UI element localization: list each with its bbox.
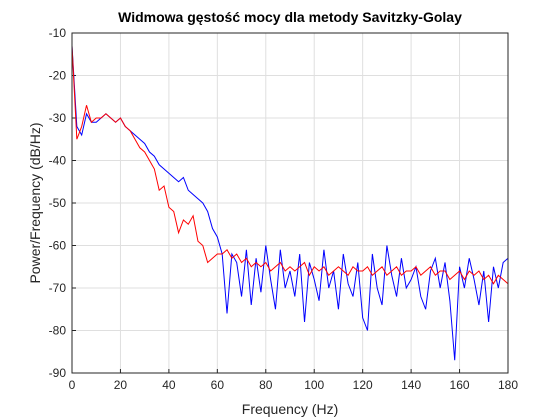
y-tick-label: -80	[49, 324, 67, 338]
y-tick-label: -90	[49, 366, 67, 380]
x-tick-label: 120	[353, 378, 373, 392]
axes-box	[71, 32, 509, 374]
x-tick-label: 140	[401, 378, 421, 392]
x-tick-label: 40	[162, 378, 176, 392]
x-tick-label: 80	[259, 378, 273, 392]
x-tick-label: 60	[211, 378, 225, 392]
x-tick-label: 20	[114, 378, 128, 392]
chart-title: Widmowa gęstość mocy dla metody Savitzky…	[118, 9, 462, 25]
line-series	[71, 45, 509, 361]
line-series	[71, 45, 509, 285]
y-tick-label: -60	[49, 239, 67, 253]
y-axis-label: Power/Frequency (dB/Hz)	[27, 122, 43, 283]
x-tick-label: 160	[450, 378, 470, 392]
y-tick-label: -10	[49, 26, 67, 40]
x-tick-label: 180	[498, 378, 518, 392]
y-tick-label: -30	[49, 111, 67, 125]
y-tick-label: -20	[49, 69, 67, 83]
x-tick-label: 0	[69, 378, 76, 392]
y-tick-label: -70	[49, 281, 67, 295]
y-tick-label: -50	[49, 196, 67, 210]
x-tick-label: 100	[304, 378, 324, 392]
x-axis-label: Frequency (Hz)	[242, 401, 338, 417]
y-tick-label: -40	[49, 154, 67, 168]
